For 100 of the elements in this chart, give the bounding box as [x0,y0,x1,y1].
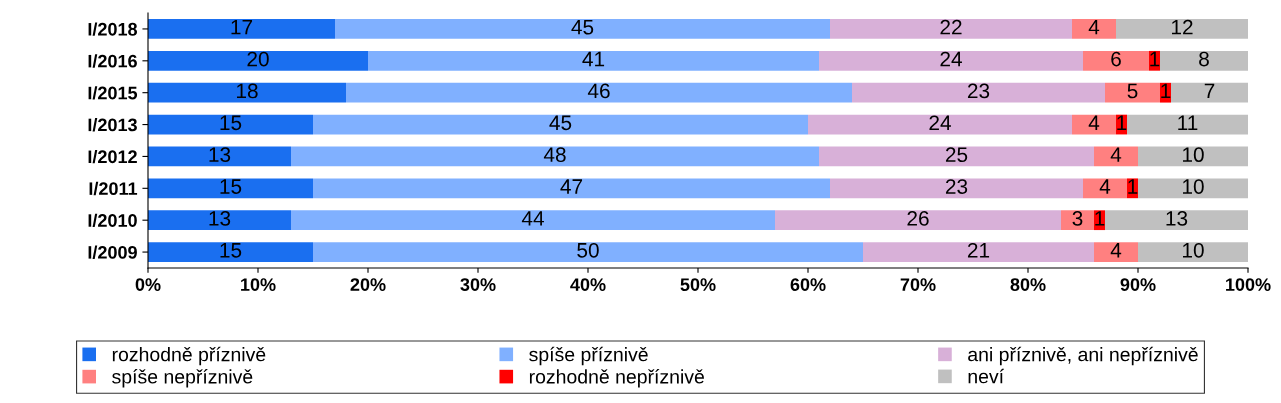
data-label: 47 [560,179,583,194]
data-label: 15 [220,179,242,194]
bar [148,50,368,71]
data-label: 4 [1110,147,1122,162]
bar [1083,50,1149,71]
bar [1072,114,1116,135]
bar [819,50,1083,71]
data-label: 20 [247,51,269,67]
y-tick-label: I/2009 [88,245,137,259]
data-label: 45 [571,19,594,35]
data-label: 17 [231,19,253,35]
data-label: 26 [907,211,929,226]
data-label: 23 [967,83,990,99]
bar [1105,82,1160,103]
bar [313,242,863,262]
legend-label: spíše příznivě [529,346,648,366]
data-label: 24 [940,51,962,67]
data-label: 11 [1178,115,1198,130]
data-label: 48 [543,147,566,163]
y-tick-label: I/2012 [88,149,137,164]
legend-label: ani příznivě, ani nepříznivě [968,346,1198,366]
data-label: 13 [1166,211,1188,226]
x-tick-label: 90% [1120,278,1156,291]
bar [1171,82,1248,103]
bar [368,50,819,71]
bar [1127,114,1248,135]
bar [1116,19,1248,39]
data-label: 24 [929,115,951,130]
bar [830,178,1083,199]
y-tick-label: I/2016 [88,54,137,68]
data-label: 1 [1150,51,1160,67]
data-label: 13 [209,147,231,163]
bar [291,146,819,167]
x-tick-label: 20% [350,278,386,291]
bar [1138,242,1248,262]
data-label: 4 [1099,179,1111,194]
data-label: 41 [582,51,605,67]
data-label: 4 [1110,243,1122,258]
data-label: 4 [1088,19,1100,35]
data-label: 46 [587,83,610,99]
bar [148,146,291,167]
y-tick-label: I/2013 [88,118,137,132]
bar [148,178,313,199]
data-label: 44 [521,211,544,226]
data-label: 13 [209,211,231,226]
data-label: 22 [940,19,962,35]
x-tick-label: 100% [1226,278,1271,291]
bar [313,114,808,135]
data-label: 1 [1128,179,1138,194]
legend-label: rozhodně příznivě [112,346,266,366]
x-tick-label: 50% [680,278,716,291]
y-tick-label: I/2018 [88,22,138,36]
data-label: 3 [1072,211,1083,226]
bar [1061,210,1094,231]
data-label: 10 [1183,179,1204,194]
bar [1083,178,1127,199]
bar [346,82,852,103]
data-label: 1 [1095,211,1105,226]
bar [775,210,1061,231]
x-tick-label: 80% [1010,278,1046,291]
bar [148,210,291,231]
data-label: 8 [1199,51,1209,67]
legend-label: rozhodně nepříznivě [529,369,704,388]
bar [830,19,1072,39]
bar [808,114,1072,135]
bar [863,242,1094,262]
data-label: 12 [1172,19,1193,35]
bar [148,19,335,39]
y-tick-label: I/2010 [88,213,137,228]
data-label: 7 [1204,83,1215,99]
x-tick-label: 0% [135,278,161,291]
bar [852,82,1105,103]
data-label: 15 [220,115,242,131]
x-tick-label: 60% [790,278,826,291]
bar [335,19,830,39]
y-tick-label: I/2015 [88,86,138,100]
data-label: 25 [945,147,968,163]
bar [1072,19,1116,39]
data-label: 21 [967,242,990,258]
data-label: 4 [1088,115,1100,130]
bar [1105,210,1248,231]
bar [148,242,313,262]
data-label: 15 [220,243,242,258]
bar [1138,146,1248,167]
data-label: 23 [945,179,968,194]
data-label: 5 [1127,83,1138,99]
legend-label: spíše nepříznivě [112,369,253,388]
y-tick-label: I/2011 [89,181,138,196]
bar [819,146,1094,167]
data-label: 1 [1117,115,1127,130]
bar [1160,50,1248,71]
bar [291,210,775,231]
data-label: 50 [577,242,599,258]
data-label: 10 [1183,147,1204,163]
legend-label: neví [968,368,1004,384]
data-label: 45 [549,115,572,131]
data-label: 10 [1183,242,1204,258]
x-tick-label: 70% [900,278,936,291]
data-label: 18 [237,83,258,99]
data-label: 1 [1161,83,1171,99]
